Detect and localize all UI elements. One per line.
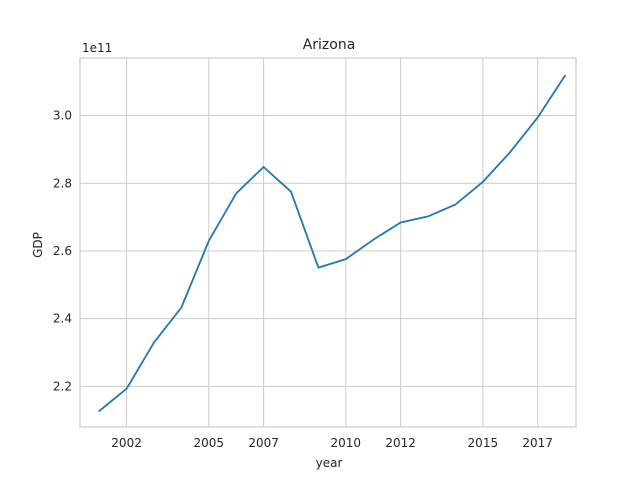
x-tick-labels: 2002 2005 2007 2010 2012 2015 2017: [111, 436, 553, 450]
x-tick-label: 2012: [385, 436, 416, 450]
x-tick-label: 2002: [111, 436, 142, 450]
y-tick-label: 2.6: [53, 244, 72, 258]
y-axis-offset-label: 1e11: [82, 41, 112, 55]
x-axis-label: year: [316, 456, 343, 470]
y-tick-labels: 2.2 2.4 2.6 2.8 3.0: [53, 109, 72, 394]
y-tick-label: 2.8: [53, 176, 72, 190]
y-axis-label: GDP: [31, 232, 45, 258]
plot-frame: [79, 57, 577, 428]
x-tick-label: 2017: [522, 436, 553, 450]
y-tick-label: 3.0: [53, 109, 72, 123]
y-gridlines: [80, 115, 576, 387]
x-gridlines: [126, 58, 539, 427]
y-tick-label: 2.4: [53, 312, 72, 326]
series-group: [98, 74, 566, 413]
x-tick-label: 2015: [468, 436, 499, 450]
chart-title: Arizona: [303, 37, 356, 53]
gdp-series-line: [98, 74, 566, 413]
x-tick-label: 2007: [248, 436, 279, 450]
x-tick-label: 2005: [194, 436, 225, 450]
y-tick-label: 2.2: [53, 379, 72, 393]
x-tick-label: 2010: [331, 436, 362, 450]
